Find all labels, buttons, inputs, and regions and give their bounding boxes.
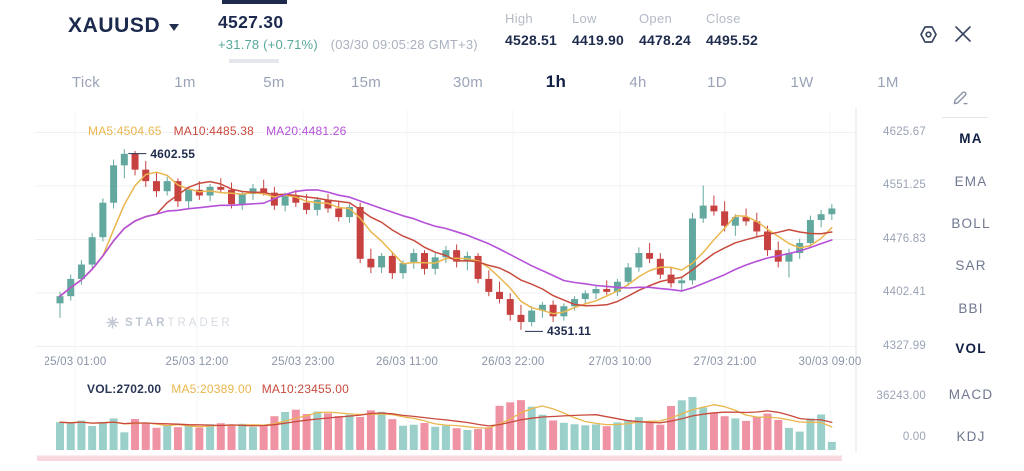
star-icon: [106, 316, 119, 329]
ohlc-stats: High 4528.51 Low 4419.90 Open 4478.24 Close 449…: [505, 11, 773, 48]
sidebar-item-macd[interactable]: MACD: [948, 387, 994, 402]
ma-legend: MA5:4504.65 MA10:4485.38 MA20:4481.26: [88, 124, 347, 138]
tab-1m[interactable]: 1m: [174, 74, 196, 91]
last-price: 4527.30: [218, 12, 284, 32]
time-axis-label: 25/03 12:00: [165, 356, 229, 368]
volume-axis-label: 36243.00: [876, 390, 926, 402]
sidebar-item-vol[interactable]: VOL: [955, 341, 987, 356]
ohlc-stat-close: Close 4495.52: [706, 11, 773, 48]
time-axis-label: 26/03 22:00: [481, 356, 545, 368]
sidebar-item-ema[interactable]: EMA: [954, 174, 988, 189]
ohlc-stat-value: 4495.52: [706, 32, 759, 48]
watermark: STARTRADER: [106, 316, 233, 329]
volume-legend: VOL:2702.00 MA5:20389.00 MA10:23455.00: [87, 382, 349, 396]
price-axis-label: 4402.41: [883, 286, 926, 298]
price-axis-label: 4476.83: [883, 232, 926, 245]
sidebar-item-kdj[interactable]: KDJ: [956, 429, 986, 444]
sidebar-divider: [942, 117, 988, 118]
quote-timestamp: (03/30 09:05:28 GMT+3): [330, 37, 478, 52]
timeframe-tabs: Tick 1m 5m 15m 30m 1h 4h 1D 1W 1M: [0, 68, 940, 98]
ohlc-stat-high: High 4528.51: [505, 11, 572, 48]
volume-legend-item: VOL:2702.00: [87, 382, 162, 396]
close-button[interactable]: [951, 22, 975, 46]
price-annotation: 4602.55: [150, 146, 196, 161]
time-axis-label: 27/03 10:00: [588, 356, 652, 368]
top-edge-artifact: [222, 0, 287, 4]
price-axis-label: 4327.99: [883, 339, 926, 352]
pencil-icon: [953, 91, 968, 105]
symbol-name: XAUUSD: [68, 14, 161, 37]
price-change: +31.78 (+0.71%): [218, 37, 318, 52]
tab-5m[interactable]: 5m: [263, 74, 285, 91]
time-axis-label: 30/03 09:00: [798, 356, 862, 368]
symbol-selector[interactable]: XAUUSD: [68, 14, 180, 38]
volume-axis-label: 0.00: [902, 431, 926, 443]
gear-icon: [919, 25, 937, 43]
tab-4h[interactable]: 4h: [629, 74, 647, 91]
settings-button[interactable]: [916, 22, 940, 46]
sidebar-item-boll[interactable]: BOLL: [951, 216, 991, 231]
ohlc-stat-value: 4419.90: [572, 32, 625, 48]
ma-legend-item: MA20:4481.26: [266, 124, 347, 138]
time-axis: 25/03 01:00 25/03 12:00 25/03 23:00 26/03 1…: [45, 355, 985, 370]
tab-1w[interactable]: 1W: [790, 74, 814, 91]
sidebar-item-sar[interactable]: SAR: [955, 258, 987, 273]
time-axis-label: 25/03 23:00: [271, 356, 335, 368]
volume-legend-item: MA5:20389.00: [171, 382, 252, 396]
ma-legend-item: MA5:4504.65: [88, 124, 162, 138]
header-artifact: [229, 59, 279, 63]
watermark-text-light: TRADER: [167, 316, 233, 329]
ohlc-stat-value: 4478.24: [639, 32, 692, 48]
draw-tool-button[interactable]: [948, 85, 974, 109]
price-block: 4527.30 +31.78 (+0.71%) (03/30 09:05:28 …: [218, 12, 478, 52]
volume-legend-item: MA10:23455.00: [261, 382, 350, 396]
price-axis-label: 4625.67: [883, 125, 926, 138]
ma-legend-item: MA10:4485.38: [173, 124, 255, 138]
tab-1m[interactable]: 1M: [877, 74, 899, 91]
ohlc-stat-value: 4528.51: [505, 32, 558, 48]
ohlc-stat-label: Close: [706, 11, 741, 26]
sidebar-item-bbi[interactable]: BBI: [958, 301, 984, 316]
tab-15m[interactable]: 15m: [350, 74, 382, 91]
chevron-down-icon: [169, 24, 180, 31]
ohlc-stat-label: Low: [572, 11, 597, 26]
ohlc-stat-low: Low 4419.90: [572, 11, 639, 48]
ohlc-stat-open: Open 4478.24: [639, 11, 706, 48]
tab-1d[interactable]: 1D: [707, 74, 727, 91]
watermark-text-bold: STAR: [125, 316, 168, 329]
price-axis-label: 4551.25: [883, 179, 926, 191]
time-axis-label: 25/03 01:00: [45, 356, 107, 368]
tab-tick[interactable]: Tick: [71, 74, 101, 91]
sidebar-item-ma[interactable]: MA: [959, 131, 983, 146]
ohlc-stat-label: Open: [639, 11, 673, 26]
time-axis-label: 26/03 11:00: [375, 356, 439, 368]
close-icon: [955, 26, 971, 42]
time-axis-label: 27/03 21:00: [693, 356, 757, 368]
ohlc-stat-label: High: [505, 11, 533, 26]
tab-30m[interactable]: 30m: [452, 74, 484, 91]
price-annotation: 4351.11: [546, 324, 592, 339]
tab-1h[interactable]: 1h: [545, 72, 567, 91]
